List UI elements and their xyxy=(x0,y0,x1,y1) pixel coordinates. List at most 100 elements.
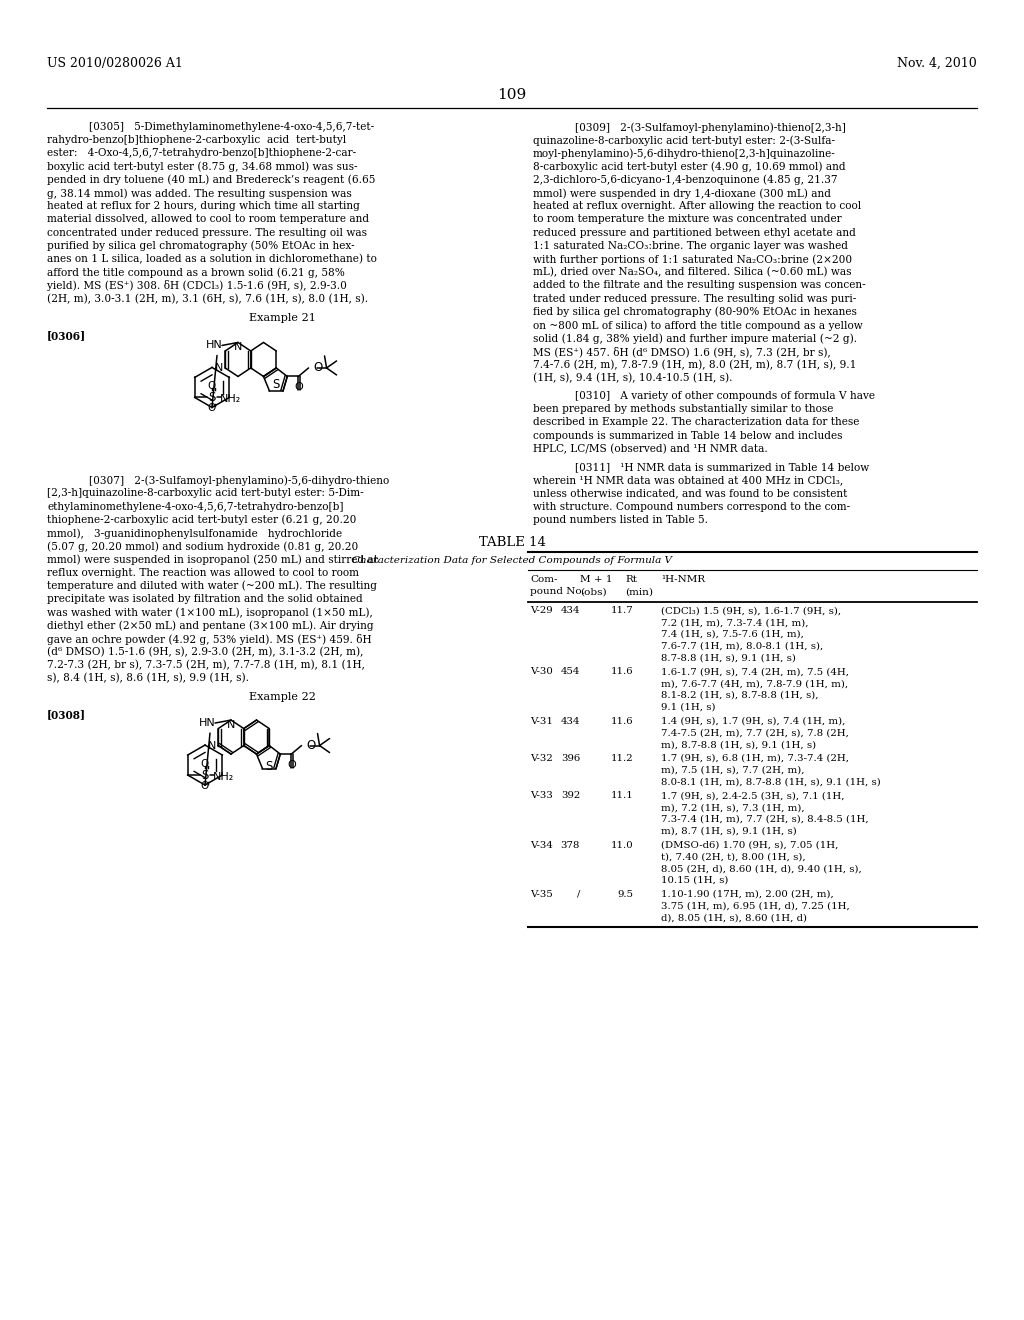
Text: material dissolved, allowed to cool to room temperature and: material dissolved, allowed to cool to r… xyxy=(47,214,369,224)
Text: 7.4 (1H, s), 7.5-7.6 (1H, m),: 7.4 (1H, s), 7.5-7.6 (1H, m), xyxy=(662,630,804,639)
Text: 8-carboxylic acid tert-butyl ester (4.90 g, 10.69 mmol) and: 8-carboxylic acid tert-butyl ester (4.90… xyxy=(534,161,846,172)
Text: pound numbers listed in Table 5.: pound numbers listed in Table 5. xyxy=(534,515,708,525)
Text: US 2010/0280026 A1: US 2010/0280026 A1 xyxy=(47,57,183,70)
Text: [0306]: [0306] xyxy=(47,330,86,341)
Text: t), 7.40 (2H, t), 8.00 (1H, s),: t), 7.40 (2H, t), 8.00 (1H, s), xyxy=(662,853,806,862)
Text: V-33: V-33 xyxy=(530,792,553,800)
Text: reflux overnight. The reaction was allowed to cool to room: reflux overnight. The reaction was allow… xyxy=(47,568,359,578)
Text: reduced pressure and partitioned between ethyl acetate and: reduced pressure and partitioned between… xyxy=(534,227,856,238)
Text: TABLE 14: TABLE 14 xyxy=(478,536,546,549)
Text: (1H, s), 9.4 (1H, s), 10.4-10.5 (1H, s).: (1H, s), 9.4 (1H, s), 10.4-10.5 (1H, s). xyxy=(534,372,732,383)
Text: was washed with water (1×100 mL), isopropanol (1×50 mL),: was washed with water (1×100 mL), isopro… xyxy=(47,607,373,618)
Text: 3.75 (1H, m), 6.95 (1H, d), 7.25 (1H,: 3.75 (1H, m), 6.95 (1H, d), 7.25 (1H, xyxy=(662,902,850,911)
Text: mL), dried over Na₂SO₄, and filtered. Silica (~0.60 mL) was: mL), dried over Na₂SO₄, and filtered. Si… xyxy=(534,267,852,277)
Text: pended in dry toluene (40 mL) and Bredereck’s reagent (6.65: pended in dry toluene (40 mL) and Breder… xyxy=(47,174,376,185)
Text: 8.7-8.8 (1H, s), 9.1 (1H, s): 8.7-8.8 (1H, s), 9.1 (1H, s) xyxy=(662,653,796,663)
Text: 7.3-7.4 (1H, m), 7.7 (2H, s), 8.4-8.5 (1H,: 7.3-7.4 (1H, m), 7.7 (2H, s), 8.4-8.5 (1… xyxy=(662,814,868,824)
Text: compounds is summarized in Table 14 below and includes: compounds is summarized in Table 14 belo… xyxy=(534,430,843,441)
Text: quinazoline-8-carboxylic acid tert-butyl ester: 2-(3-Sulfa-: quinazoline-8-carboxylic acid tert-butyl… xyxy=(534,135,835,145)
Text: (d⁶ DMSO) 1.5-1.6 (9H, s), 2.9-3.0 (2H, m), 3.1-3.2 (2H, m),: (d⁶ DMSO) 1.5-1.6 (9H, s), 2.9-3.0 (2H, … xyxy=(47,647,364,657)
Text: rahydro-benzo[b]thiophene-2-carboxylic  acid  tert-butyl: rahydro-benzo[b]thiophene-2-carboxylic a… xyxy=(47,135,346,145)
Text: N: N xyxy=(226,719,236,730)
Text: unless otherwise indicated, and was found to be consistent: unless otherwise indicated, and was foun… xyxy=(534,488,848,499)
Text: m), 8.7 (1H, s), 9.1 (1H, s): m), 8.7 (1H, s), 9.1 (1H, s) xyxy=(662,826,797,836)
Text: O: O xyxy=(201,781,209,791)
Text: [2,3-h]quinazoline-8-carboxylic acid tert-butyl ester: 5-Dim-: [2,3-h]quinazoline-8-carboxylic acid ter… xyxy=(47,488,364,499)
Text: diethyl ether (2×50 mL) and pentane (3×100 mL). Air drying: diethyl ether (2×50 mL) and pentane (3×1… xyxy=(47,620,374,631)
Text: 11.1: 11.1 xyxy=(610,792,633,800)
Text: 11.7: 11.7 xyxy=(610,606,633,615)
Text: O: O xyxy=(306,739,315,752)
Text: V-34: V-34 xyxy=(530,841,553,850)
Text: V-31: V-31 xyxy=(530,717,553,726)
Text: V-30: V-30 xyxy=(530,668,553,676)
Text: added to the filtrate and the resulting suspension was concen-: added to the filtrate and the resulting … xyxy=(534,280,865,290)
Text: 378: 378 xyxy=(560,841,580,850)
Text: wherein ¹H NMR data was obtained at 400 MHz in CDCl₃,: wherein ¹H NMR data was obtained at 400 … xyxy=(534,475,843,486)
Text: thiophene-2-carboxylic acid tert-butyl ester (6.21 g, 20.20: thiophene-2-carboxylic acid tert-butyl e… xyxy=(47,515,356,525)
Text: N: N xyxy=(208,741,216,751)
Text: [0310]   A variety of other compounds of formula V have: [0310] A variety of other compounds of f… xyxy=(575,391,874,401)
Text: O: O xyxy=(287,759,296,770)
Text: HPLC, LC/MS (observed) and ¹H NMR data.: HPLC, LC/MS (observed) and ¹H NMR data. xyxy=(534,444,768,454)
Text: 434: 434 xyxy=(560,606,580,615)
Text: to room temperature the mixture was concentrated under: to room temperature the mixture was conc… xyxy=(534,214,842,224)
Text: S: S xyxy=(208,391,215,404)
Text: NH₂: NH₂ xyxy=(220,395,241,404)
Text: (obs): (obs) xyxy=(580,587,606,597)
Text: V-35: V-35 xyxy=(530,890,553,899)
Text: boxylic acid tert-butyl ester (8.75 g, 34.68 mmol) was sus-: boxylic acid tert-butyl ester (8.75 g, 3… xyxy=(47,161,357,172)
Text: 8.05 (2H, d), 8.60 (1H, d), 9.40 (1H, s),: 8.05 (2H, d), 8.60 (1H, d), 9.40 (1H, s)… xyxy=(662,865,862,874)
Text: temperature and diluted with water (~200 mL). The resulting: temperature and diluted with water (~200… xyxy=(47,581,377,591)
Text: 7.4-7.6 (2H, m), 7.8-7.9 (1H, m), 8.0 (2H, m), 8.7 (1H, s), 9.1: 7.4-7.6 (2H, m), 7.8-7.9 (1H, m), 8.0 (2… xyxy=(534,359,856,370)
Text: ¹H-NMR: ¹H-NMR xyxy=(662,576,706,583)
Text: S: S xyxy=(265,760,273,774)
Text: trated under reduced pressure. The resulting solid was puri-: trated under reduced pressure. The resul… xyxy=(534,293,856,304)
Text: 8.0-8.1 (1H, m), 8.7-8.8 (1H, s), 9.1 (1H, s): 8.0-8.1 (1H, m), 8.7-8.8 (1H, s), 9.1 (1… xyxy=(662,777,881,787)
Text: with further portions of 1:1 saturated Na₂CO₃:brine (2×200: with further portions of 1:1 saturated N… xyxy=(534,253,852,264)
Text: 1:1 saturated Na₂CO₃:brine. The organic layer was washed: 1:1 saturated Na₂CO₃:brine. The organic … xyxy=(534,240,848,251)
Text: 11.2: 11.2 xyxy=(610,754,633,763)
Text: Example 22: Example 22 xyxy=(249,693,315,702)
Text: Characterization Data for Selected Compounds of Formula V: Characterization Data for Selected Compo… xyxy=(352,556,672,565)
Text: moyl-phenylamino)-5,6-dihydro-thieno[2,3-h]quinazoline-: moyl-phenylamino)-5,6-dihydro-thieno[2,3… xyxy=(534,148,836,158)
Text: yield). MS (ES⁺) 308. δH (CDCl₃) 1.5-1.6 (9H, s), 2.9-3.0: yield). MS (ES⁺) 308. δH (CDCl₃) 1.5-1.6… xyxy=(47,280,347,292)
Text: 392: 392 xyxy=(561,792,580,800)
Text: V-29: V-29 xyxy=(530,606,553,615)
Text: 1.4 (9H, s), 1.7 (9H, s), 7.4 (1H, m),: 1.4 (9H, s), 1.7 (9H, s), 7.4 (1H, m), xyxy=(662,717,846,726)
Text: O: O xyxy=(201,759,209,770)
Text: 11.0: 11.0 xyxy=(610,841,633,850)
Text: O: O xyxy=(294,381,303,392)
Text: Nov. 4, 2010: Nov. 4, 2010 xyxy=(897,57,977,70)
Text: mmol) were suspended in isopropanol (250 mL) and stirred at: mmol) were suspended in isopropanol (250… xyxy=(47,554,378,565)
Text: 11.6: 11.6 xyxy=(610,668,633,676)
Text: solid (1.84 g, 38% yield) and further impure material (~2 g).: solid (1.84 g, 38% yield) and further im… xyxy=(534,333,857,343)
Text: m), 8.7-8.8 (1H, s), 9.1 (1H, s): m), 8.7-8.8 (1H, s), 9.1 (1H, s) xyxy=(662,741,816,750)
Text: NH₂: NH₂ xyxy=(213,772,233,781)
Text: with structure. Compound numbers correspond to the com-: with structure. Compound numbers corresp… xyxy=(534,502,850,512)
Text: anes on 1 L silica, loaded as a solution in dichloromethane) to: anes on 1 L silica, loaded as a solution… xyxy=(47,253,377,264)
Text: O: O xyxy=(208,381,216,392)
Text: 7.2 (1H, m), 7.3-7.4 (1H, m),: 7.2 (1H, m), 7.3-7.4 (1H, m), xyxy=(662,618,809,627)
Text: been prepared by methods substantially similar to those: been prepared by methods substantially s… xyxy=(534,404,834,414)
Text: S: S xyxy=(201,768,208,781)
Text: d), 8.05 (1H, s), 8.60 (1H, d): d), 8.05 (1H, s), 8.60 (1H, d) xyxy=(662,913,807,923)
Text: /: / xyxy=(577,890,580,899)
Text: 1.6-1.7 (9H, s), 7.4 (2H, m), 7.5 (4H,: 1.6-1.7 (9H, s), 7.4 (2H, m), 7.5 (4H, xyxy=(662,668,849,676)
Text: m), 7.2 (1H, s), 7.3 (1H, m),: m), 7.2 (1H, s), 7.3 (1H, m), xyxy=(662,803,805,812)
Text: on ~800 mL of silica) to afford the title compound as a yellow: on ~800 mL of silica) to afford the titl… xyxy=(534,319,863,330)
Text: V-32: V-32 xyxy=(530,754,553,763)
Text: (DMSO-d6) 1.70 (9H, s), 7.05 (1H,: (DMSO-d6) 1.70 (9H, s), 7.05 (1H, xyxy=(662,841,839,850)
Text: afford the title compound as a brown solid (6.21 g, 58%: afford the title compound as a brown sol… xyxy=(47,267,345,277)
Text: gave an ochre powder (4.92 g, 53% yield). MS (ES⁺) 459. δH: gave an ochre powder (4.92 g, 53% yield)… xyxy=(47,634,372,644)
Text: g, 38.14 mmol) was added. The resulting suspension was: g, 38.14 mmol) was added. The resulting … xyxy=(47,187,352,198)
Text: 396: 396 xyxy=(561,754,580,763)
Text: 8.1-8.2 (1H, s), 8.7-8.8 (1H, s),: 8.1-8.2 (1H, s), 8.7-8.8 (1H, s), xyxy=(662,690,818,700)
Text: fied by silica gel chromatography (80-90% EtOAc in hexanes: fied by silica gel chromatography (80-90… xyxy=(534,306,857,317)
Text: 434: 434 xyxy=(560,717,580,726)
Text: O: O xyxy=(313,362,323,375)
Text: m), 7.6-7.7 (4H, m), 7.8-7.9 (1H, m),: m), 7.6-7.7 (4H, m), 7.8-7.9 (1H, m), xyxy=(662,680,848,688)
Text: purified by silica gel chromatography (50% EtOAc in hex-: purified by silica gel chromatography (5… xyxy=(47,240,354,251)
Text: Example 21: Example 21 xyxy=(249,313,315,323)
Text: (min): (min) xyxy=(625,587,653,597)
